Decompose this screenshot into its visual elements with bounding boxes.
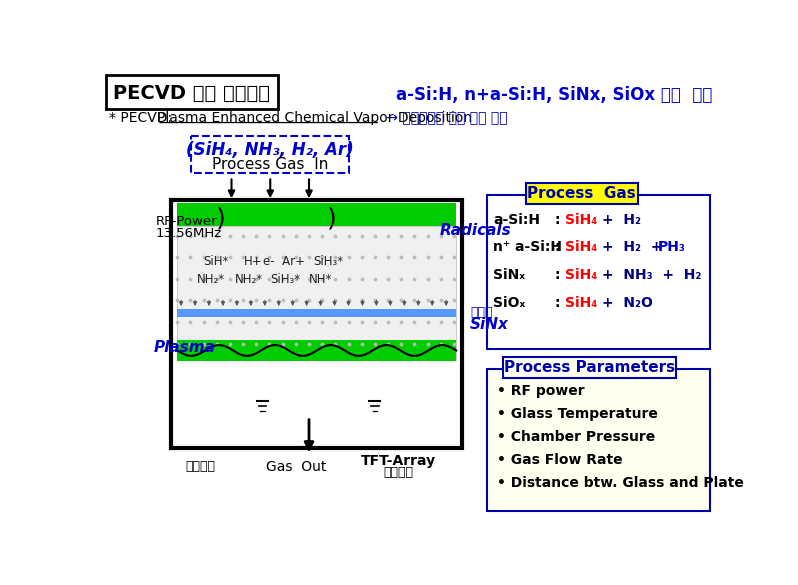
Text: n⁺ a-Si:H: n⁺ a-Si:H <box>493 240 563 254</box>
Text: Process  Gas: Process Gas <box>527 186 636 201</box>
Text: (SiH₄, NH₃, H₂, Ar): (SiH₄, NH₃, H₂, Ar) <box>187 140 354 159</box>
Text: a-Si:H: a-Si:H <box>493 212 540 226</box>
Text: → 상대적으로 낙은 온도 증착: → 상대적으로 낙은 온도 증착 <box>382 111 508 125</box>
Text: Process Parameters: Process Parameters <box>504 360 675 375</box>
Text: SiH₄: SiH₄ <box>565 212 597 226</box>
Text: • RF power: • RF power <box>496 384 584 398</box>
Bar <box>177 226 456 360</box>
Text: 유리기판: 유리기판 <box>383 466 413 480</box>
Text: ): ) <box>215 207 226 231</box>
Text: H+: H+ <box>244 254 263 268</box>
Text: Plasma Enhanced Chemical Vapor Deposition: Plasma Enhanced Chemical Vapor Depositio… <box>157 111 472 125</box>
Text: :: : <box>555 240 566 254</box>
Text: SiH₃*: SiH₃* <box>271 273 301 286</box>
Text: Plasma: Plasma <box>154 340 216 355</box>
Bar <box>171 199 463 448</box>
Text: SiOₓ: SiOₓ <box>493 296 526 309</box>
Text: SiH₄: SiH₄ <box>565 296 597 309</box>
Bar <box>488 195 710 349</box>
Text: +  N₂O: + N₂O <box>602 296 653 309</box>
Text: Process Gas  In: Process Gas In <box>212 157 329 171</box>
Text: SiNx: SiNx <box>470 317 509 332</box>
Bar <box>177 340 456 362</box>
FancyBboxPatch shape <box>503 357 677 378</box>
Text: PECVD 박막 형성기술: PECVD 박막 형성기술 <box>113 84 271 103</box>
Text: • Gas Flow Rate: • Gas Flow Rate <box>496 453 622 467</box>
Text: a-Si:H, n+a-Si:H, SiNx, SiOx 박막  형성: a-Si:H, n+a-Si:H, SiNx, SiOx 박막 형성 <box>396 86 712 104</box>
Text: • Chamber Pressure: • Chamber Pressure <box>496 430 655 443</box>
Text: +  NH₃  +  H₂: + NH₃ + H₂ <box>602 268 701 282</box>
Text: SiH₃*: SiH₃* <box>314 254 343 268</box>
Text: SiH₄: SiH₄ <box>565 268 597 282</box>
Text: NH₂*: NH₂* <box>235 273 263 286</box>
Text: :: : <box>555 212 566 226</box>
Text: SiH*: SiH* <box>203 254 229 268</box>
Text: PH₃: PH₃ <box>658 240 685 254</box>
Text: SiNₓ: SiNₓ <box>493 268 525 282</box>
Text: Radicals: Radicals <box>439 223 511 238</box>
Text: • Distance btw. Glass and Plate: • Distance btw. Glass and Plate <box>496 476 744 490</box>
Text: Gas  Out: Gas Out <box>266 460 326 474</box>
Text: :: : <box>555 296 566 309</box>
Text: ): ) <box>326 207 336 231</box>
Bar <box>177 202 456 226</box>
Text: :: : <box>555 268 566 282</box>
Text: 증착된: 증착된 <box>470 307 492 319</box>
Text: SiH₄: SiH₄ <box>565 240 597 254</box>
FancyBboxPatch shape <box>106 75 278 109</box>
Text: NH*: NH* <box>309 273 332 286</box>
FancyBboxPatch shape <box>526 183 638 204</box>
Text: e-  Ar+: e- Ar+ <box>263 254 305 268</box>
Text: +  H₂  +: + H₂ + <box>602 240 662 254</box>
Text: RF-Power: RF-Power <box>156 215 217 228</box>
Bar <box>488 369 710 511</box>
Text: 가열장치: 가열장치 <box>185 460 215 473</box>
Bar <box>177 309 456 316</box>
Text: * PECVD:: * PECVD: <box>109 111 176 125</box>
Text: • Glass Temperature: • Glass Temperature <box>496 407 658 421</box>
Text: 13.56MHz: 13.56MHz <box>156 227 222 240</box>
FancyBboxPatch shape <box>192 136 350 173</box>
Text: TFT-Array: TFT-Array <box>361 455 436 469</box>
Text: +  H₂: + H₂ <box>602 212 641 226</box>
Text: NH₂*: NH₂* <box>196 273 225 286</box>
